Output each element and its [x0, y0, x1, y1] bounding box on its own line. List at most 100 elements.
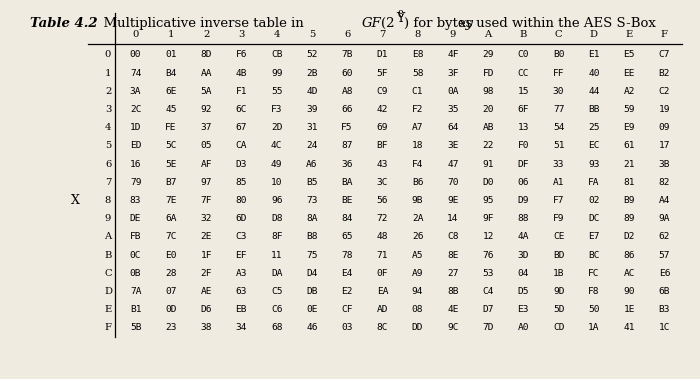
Text: 5C: 5C — [165, 141, 176, 150]
Text: F: F — [661, 30, 668, 39]
Text: 80: 80 — [236, 196, 247, 205]
Text: 6: 6 — [344, 30, 350, 39]
Text: GF: GF — [362, 17, 382, 30]
Text: 03: 03 — [342, 323, 353, 332]
Text: 14: 14 — [447, 214, 458, 223]
Text: 6F: 6F — [517, 105, 529, 114]
Text: 47: 47 — [447, 160, 458, 169]
Text: 3E: 3E — [447, 141, 458, 150]
Text: 2D: 2D — [271, 123, 282, 132]
Text: EC: EC — [588, 141, 600, 150]
Text: 81: 81 — [624, 178, 635, 187]
Text: 8: 8 — [105, 196, 111, 205]
Text: 4: 4 — [105, 123, 111, 132]
Text: 3C: 3C — [377, 178, 388, 187]
Text: FA: FA — [588, 178, 600, 187]
Text: 39: 39 — [306, 105, 318, 114]
Text: BE: BE — [342, 196, 353, 205]
Text: 60: 60 — [342, 69, 353, 78]
Text: E6: E6 — [659, 269, 670, 278]
Text: 1E: 1E — [624, 305, 635, 314]
Text: AC: AC — [624, 269, 635, 278]
Text: B2: B2 — [659, 69, 670, 78]
Text: 1C: 1C — [659, 323, 670, 332]
Text: 94: 94 — [412, 287, 424, 296]
Text: 30: 30 — [553, 87, 564, 96]
Text: 34: 34 — [236, 323, 247, 332]
Text: 1F: 1F — [200, 251, 212, 260]
Text: 77: 77 — [553, 105, 564, 114]
Text: EA: EA — [377, 287, 388, 296]
Text: 75: 75 — [306, 251, 318, 260]
Text: 22: 22 — [482, 141, 494, 150]
Text: 5A: 5A — [200, 87, 212, 96]
Text: 1B: 1B — [553, 269, 564, 278]
Text: 66: 66 — [342, 105, 353, 114]
Text: F7: F7 — [553, 196, 564, 205]
Text: EB: EB — [236, 305, 247, 314]
Text: 0E: 0E — [306, 305, 318, 314]
Text: 62: 62 — [659, 232, 670, 241]
Text: E0: E0 — [165, 251, 176, 260]
Text: Multiplicative inverse table in: Multiplicative inverse table in — [95, 17, 308, 30]
Text: 5: 5 — [309, 30, 315, 39]
Text: 5B: 5B — [130, 323, 141, 332]
Text: 5: 5 — [105, 141, 111, 150]
Text: 3: 3 — [238, 30, 244, 39]
Text: A1: A1 — [553, 178, 564, 187]
Text: AE: AE — [200, 287, 212, 296]
Text: 96: 96 — [271, 196, 282, 205]
Text: C: C — [555, 30, 562, 39]
Text: 92: 92 — [200, 105, 212, 114]
Text: A9: A9 — [412, 269, 424, 278]
Text: (2: (2 — [381, 17, 395, 30]
Text: 2: 2 — [203, 30, 209, 39]
Text: 5F: 5F — [377, 69, 388, 78]
Text: C6: C6 — [271, 305, 282, 314]
Text: D: D — [104, 287, 112, 296]
Text: F5: F5 — [342, 123, 353, 132]
Text: E1: E1 — [588, 50, 600, 60]
Text: xy: xy — [459, 17, 474, 30]
Text: 6E: 6E — [165, 87, 176, 96]
Text: 3B: 3B — [659, 160, 670, 169]
Text: 2F: 2F — [200, 269, 212, 278]
Text: 35: 35 — [447, 105, 458, 114]
Text: C2: C2 — [659, 87, 670, 96]
Text: 1D: 1D — [130, 123, 141, 132]
Text: 0D: 0D — [165, 305, 176, 314]
Text: E: E — [104, 305, 111, 314]
Text: 9A: 9A — [659, 214, 670, 223]
Text: Y: Y — [396, 12, 404, 25]
Text: A7: A7 — [412, 123, 424, 132]
Text: 82: 82 — [659, 178, 670, 187]
Text: F1: F1 — [236, 87, 247, 96]
Text: B0: B0 — [553, 50, 564, 60]
Text: C8: C8 — [447, 232, 458, 241]
Text: BA: BA — [342, 178, 353, 187]
Text: 83: 83 — [130, 196, 141, 205]
Text: A: A — [104, 232, 111, 241]
Text: 26: 26 — [412, 232, 424, 241]
Text: EE: EE — [624, 69, 635, 78]
Text: 0A: 0A — [447, 87, 458, 96]
Text: D1: D1 — [377, 50, 388, 60]
Text: 09: 09 — [659, 123, 670, 132]
Text: 7: 7 — [105, 178, 111, 187]
Text: 91: 91 — [482, 160, 494, 169]
Text: A3: A3 — [236, 269, 247, 278]
Text: 36: 36 — [342, 160, 353, 169]
Text: 31: 31 — [306, 123, 318, 132]
Text: 2A: 2A — [412, 214, 424, 223]
Text: 0: 0 — [132, 30, 139, 39]
Text: 3D: 3D — [517, 251, 529, 260]
Text: F3: F3 — [271, 105, 282, 114]
Text: 63: 63 — [236, 287, 247, 296]
Text: 54: 54 — [553, 123, 564, 132]
Text: D3: D3 — [236, 160, 247, 169]
Text: 8B: 8B — [447, 287, 458, 296]
Text: 3F: 3F — [447, 69, 458, 78]
Text: 61: 61 — [624, 141, 635, 150]
Text: Table 4.2: Table 4.2 — [30, 17, 97, 30]
Text: 53: 53 — [482, 269, 494, 278]
